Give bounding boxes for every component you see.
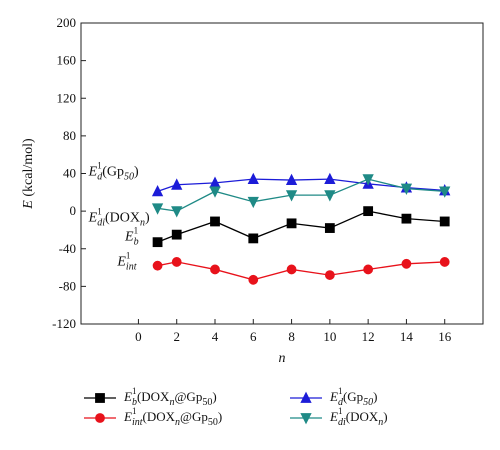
series-3 [151, 174, 451, 218]
x-tick-label: 16 [438, 329, 452, 344]
data-point [401, 258, 412, 269]
annotation-label: E1 di(DOXn) [88, 206, 150, 228]
y-tick-label: -40 [59, 241, 76, 256]
data-point [363, 206, 374, 217]
y-tick-label: 0 [70, 203, 77, 218]
data-point [285, 190, 298, 202]
data-point [439, 257, 450, 267]
legend-label: E1 b(DOXn@Gp50) [123, 386, 217, 408]
data-point [209, 186, 221, 198]
legend-item: E1 d(Gp50) [290, 386, 378, 408]
data-point [248, 274, 259, 285]
data-point [401, 213, 412, 224]
data-point [324, 270, 335, 280]
legend-item: E1 di(DOXn) [290, 406, 388, 428]
legend-marker [300, 413, 312, 425]
data-point [324, 172, 336, 185]
annotation-label: E1 b [124, 225, 139, 247]
data-point [285, 173, 298, 185]
data-point [439, 216, 450, 227]
y-tick-label: 160 [57, 53, 77, 68]
plot-frame [80, 22, 484, 325]
x-axis-title: n [279, 351, 286, 366]
y-tick-label: -80 [59, 278, 76, 293]
legend-item: E1 b(DOXn@Gp50) [84, 386, 217, 408]
legend-label: E1 d(Gp50) [329, 386, 378, 408]
data-point [171, 257, 182, 267]
legend-label: E1 di(DOXn) [329, 406, 388, 428]
legend: E1 b(DOXn@Gp50)E1 int(DOXn@Gp50) E1 d(Gp50)E… [84, 386, 388, 428]
legend-item: E1 int(DOXn@Gp50) [84, 406, 222, 428]
data-point [247, 172, 259, 185]
axes: -120 -80 -40 0 40 80 120 160 200 0 2 4 6 8 10 12 14 16 n E … [21, 15, 484, 366]
x-tick-label: 10 [323, 329, 336, 344]
x-tick-label: 0 [135, 329, 142, 344]
data-point [152, 237, 163, 248]
data-point [247, 196, 259, 209]
y-tick-label: 40 [63, 166, 76, 181]
x-tick-label: 14 [400, 329, 414, 344]
legend-marker [300, 391, 312, 403]
y-tick-label: 80 [63, 128, 76, 143]
annotation-label: E1 d(Gp50) [88, 160, 139, 182]
data-point [324, 223, 335, 233]
data-point [151, 184, 164, 197]
series-layer [151, 172, 451, 285]
data-point [363, 264, 374, 275]
y-axis-title: E (kcal/mol) [21, 138, 36, 210]
data-point [439, 186, 451, 198]
data-point [171, 206, 183, 218]
legend-label: E1 int(DOXn@Gp50) [123, 406, 222, 428]
data-point [362, 174, 374, 186]
data-point [286, 264, 297, 275]
y-tick-label: 200 [57, 15, 77, 30]
x-tick-label: 6 [250, 329, 257, 344]
series-0 [152, 206, 450, 248]
x-tick-label: 4 [212, 329, 219, 344]
data-point [210, 264, 220, 275]
data-point [400, 183, 413, 195]
data-point [286, 218, 297, 229]
legend-marker [95, 393, 105, 403]
annotation-label: E1 int [116, 251, 136, 273]
data-point [210, 216, 220, 227]
data-point [151, 203, 164, 215]
y-tick-label: 120 [57, 90, 77, 105]
series-1 [152, 257, 450, 285]
data-point [171, 178, 183, 190]
data-point [248, 233, 259, 244]
x-tick-label: 12 [362, 329, 375, 344]
y-tick-label: -120 [52, 316, 76, 331]
annotation-layer: E1 d(Gp50) E1 di(DOXn)E1 b E1 int [88, 160, 150, 272]
x-tick-label: 8 [288, 329, 295, 344]
x-tick-label: 2 [173, 329, 180, 344]
data-point [152, 260, 163, 271]
data-point [171, 229, 182, 240]
legend-marker [95, 413, 105, 423]
data-point [324, 190, 336, 202]
